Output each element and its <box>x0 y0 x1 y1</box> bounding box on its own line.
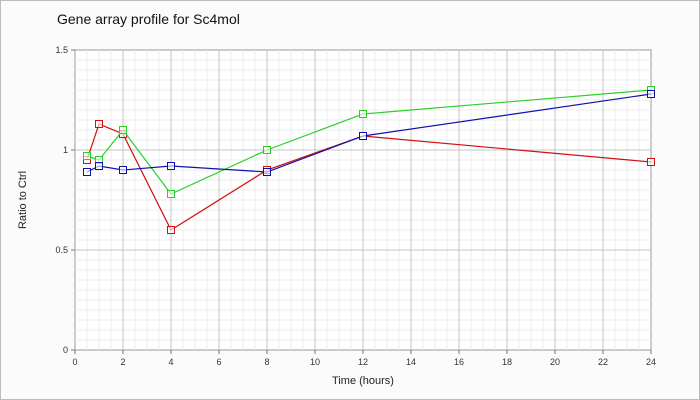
series-1-point <box>95 120 103 128</box>
series-3-point <box>83 168 91 176</box>
series-3 <box>83 90 655 176</box>
series-2-point <box>83 152 91 160</box>
x-tick-label: 10 <box>310 357 320 367</box>
series-3-point <box>359 132 367 140</box>
series-2-point <box>263 146 271 154</box>
series-3-point <box>263 168 271 176</box>
series-1-point <box>167 226 175 234</box>
series-3-point <box>167 162 175 170</box>
x-tick-label: 20 <box>550 357 560 367</box>
x-tick-label: 4 <box>168 357 173 367</box>
x-tick-label: 18 <box>502 357 512 367</box>
x-tick-label: 8 <box>264 357 269 367</box>
chart-title: Gene array profile for Sc4mol <box>57 11 240 27</box>
grid-major <box>75 50 651 350</box>
x-tick-label: 0 <box>72 357 77 367</box>
y-tick-label: 1.5 <box>55 45 68 55</box>
series-2-point <box>359 110 367 118</box>
y-tick-label: 0 <box>63 345 68 355</box>
series-3-point <box>647 90 655 98</box>
series-2-point <box>119 126 127 134</box>
y-tick-label: 0.5 <box>55 245 68 255</box>
x-tick-label: 24 <box>646 357 656 367</box>
x-tick-label: 16 <box>454 357 464 367</box>
series-3-point <box>119 166 127 174</box>
x-tick-label: 12 <box>358 357 368 367</box>
y-axis-label: Ratio to Ctrl <box>17 171 29 229</box>
series-1-point <box>647 158 655 166</box>
series-3-point <box>95 162 103 170</box>
series-2-point <box>167 190 175 198</box>
x-tick-label: 14 <box>406 357 416 367</box>
x-tick-label: 6 <box>216 357 221 367</box>
x-tick-label: 2 <box>120 357 125 367</box>
x-axis-label: Time (hours) <box>332 375 394 387</box>
series-layer <box>83 86 655 234</box>
x-tick-label: 22 <box>598 357 608 367</box>
y-tick-label: 1 <box>63 145 68 155</box>
